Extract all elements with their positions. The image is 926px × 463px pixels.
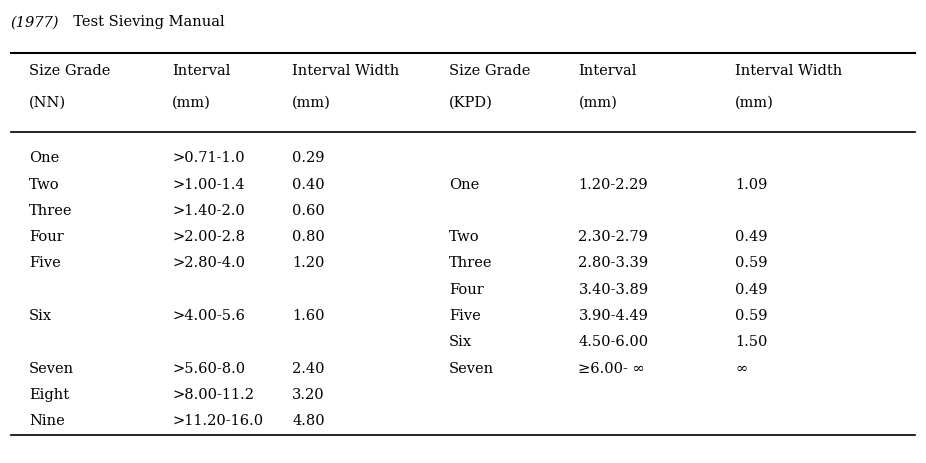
Text: (1977): (1977) (10, 15, 59, 29)
Text: >11.20-16.0: >11.20-16.0 (172, 413, 263, 427)
Text: 0.49: 0.49 (735, 282, 768, 296)
Text: Four: Four (449, 282, 484, 296)
Text: 0.59: 0.59 (735, 308, 768, 322)
Text: Six: Six (29, 308, 52, 322)
Text: Size Grade: Size Grade (29, 63, 110, 77)
Text: 0.49: 0.49 (735, 230, 768, 244)
Text: Three: Three (449, 256, 493, 270)
Text: 0.80: 0.80 (293, 230, 325, 244)
Text: 1.60: 1.60 (293, 308, 325, 322)
Text: 0.59: 0.59 (735, 256, 768, 270)
Text: >0.71-1.0: >0.71-1.0 (172, 151, 244, 165)
Text: Two: Two (29, 177, 59, 191)
Text: 3.40-3.89: 3.40-3.89 (579, 282, 648, 296)
Text: Seven: Seven (29, 361, 74, 375)
Text: (mm): (mm) (293, 96, 332, 110)
Text: 0.40: 0.40 (293, 177, 325, 191)
Text: >1.00-1.4: >1.00-1.4 (172, 177, 244, 191)
Text: 2.30-2.79: 2.30-2.79 (579, 230, 648, 244)
Text: One: One (449, 177, 480, 191)
Text: 2.80-3.39: 2.80-3.39 (579, 256, 648, 270)
Text: Test Sieving Manual: Test Sieving Manual (64, 15, 225, 29)
Text: >5.60-8.0: >5.60-8.0 (172, 361, 245, 375)
Text: Five: Five (29, 256, 61, 270)
Text: (mm): (mm) (172, 96, 211, 110)
Text: (KPD): (KPD) (449, 96, 493, 110)
Text: (mm): (mm) (579, 96, 618, 110)
Text: 1.09: 1.09 (735, 177, 768, 191)
Text: Four: Four (29, 230, 64, 244)
Text: 0.29: 0.29 (293, 151, 325, 165)
Text: ≥6.00- ∞: ≥6.00- ∞ (579, 361, 645, 375)
Text: Interval: Interval (579, 63, 637, 77)
Text: 4.50-6.00: 4.50-6.00 (579, 335, 648, 349)
Text: 1.20-2.29: 1.20-2.29 (579, 177, 648, 191)
Text: (mm): (mm) (735, 96, 774, 110)
Text: >4.00-5.6: >4.00-5.6 (172, 308, 245, 322)
Text: 1.20: 1.20 (293, 256, 325, 270)
Text: Five: Five (449, 308, 481, 322)
Text: One: One (29, 151, 59, 165)
Text: Size Grade: Size Grade (449, 63, 531, 77)
Text: Interval: Interval (172, 63, 231, 77)
Text: >8.00-11.2: >8.00-11.2 (172, 387, 254, 401)
Text: Two: Two (449, 230, 480, 244)
Text: >1.40-2.0: >1.40-2.0 (172, 203, 245, 218)
Text: Interval Width: Interval Width (735, 63, 843, 77)
Text: 4.80: 4.80 (293, 413, 325, 427)
Text: Interval Width: Interval Width (293, 63, 399, 77)
Text: 0.60: 0.60 (293, 203, 325, 218)
Text: Six: Six (449, 335, 472, 349)
Text: Seven: Seven (449, 361, 494, 375)
Text: 2.40: 2.40 (293, 361, 325, 375)
Text: ∞: ∞ (735, 361, 747, 375)
Text: >2.80-4.0: >2.80-4.0 (172, 256, 245, 270)
Text: 3.90-4.49: 3.90-4.49 (579, 308, 648, 322)
Text: 1.50: 1.50 (735, 335, 768, 349)
Text: Three: Three (29, 203, 72, 218)
Text: (NN): (NN) (29, 96, 67, 110)
Text: 3.20: 3.20 (293, 387, 325, 401)
Text: >2.00-2.8: >2.00-2.8 (172, 230, 245, 244)
Text: Eight: Eight (29, 387, 69, 401)
Text: Nine: Nine (29, 413, 65, 427)
